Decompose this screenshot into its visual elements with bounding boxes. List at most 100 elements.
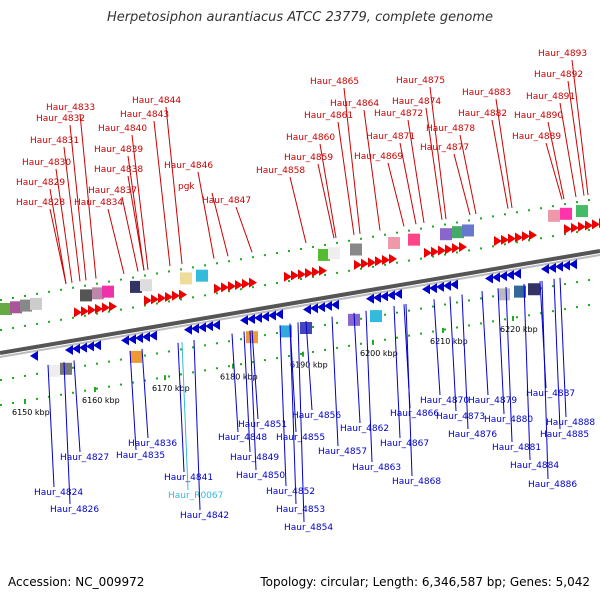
gene-label-top: Haur_4830 xyxy=(22,158,71,168)
track-dot xyxy=(108,360,110,363)
gene-label-top: Haur_4859 xyxy=(284,153,333,163)
track-dot xyxy=(528,314,530,317)
track-dot xyxy=(420,332,422,335)
plus-arrow xyxy=(172,290,180,301)
scale-tick xyxy=(24,398,26,404)
gene-leader-top xyxy=(343,87,361,234)
minus-arrow xyxy=(492,272,500,283)
track-dot xyxy=(216,262,218,265)
plus-arrow xyxy=(305,268,313,279)
track-dot xyxy=(300,278,302,280)
track-dot xyxy=(12,376,14,379)
track-dot xyxy=(12,401,14,404)
plus-arrow xyxy=(585,220,593,231)
scale-label: 6210 kbp xyxy=(430,337,468,346)
track-dot xyxy=(324,243,326,246)
minus-arrow xyxy=(387,290,395,301)
gene-label-bottom: Haur_4854 xyxy=(284,523,333,533)
track-dot xyxy=(228,260,230,263)
minus-arrow xyxy=(380,291,388,302)
minus-arrow xyxy=(541,264,549,275)
track-dot xyxy=(240,288,242,291)
track-dot xyxy=(504,318,506,321)
gene-leader-bottom xyxy=(249,330,257,471)
gene-label-bottom: Haur_4826 xyxy=(50,505,99,515)
gene-label-bottom: Haur_4824 xyxy=(34,488,83,498)
gene-label-bottom: Haur_R0067 xyxy=(168,491,223,501)
minus-arrow xyxy=(191,323,199,334)
track-dot xyxy=(384,233,386,236)
gene-leader-top xyxy=(317,163,335,239)
scale-label: 6180 kbp xyxy=(220,373,258,382)
scale-tick xyxy=(372,339,374,345)
track-dot xyxy=(456,221,458,224)
gene-leader-top xyxy=(107,208,125,275)
gene-leader-bottom xyxy=(449,296,457,412)
track-dot xyxy=(384,338,386,341)
track-dot xyxy=(12,296,14,299)
gene-leader-top xyxy=(197,171,215,259)
gene-label-top: Haur_4837 xyxy=(88,186,137,196)
minus-arrow xyxy=(303,304,311,315)
genome-backbone xyxy=(0,249,600,355)
plus-arrow xyxy=(375,256,383,267)
scale-label: 6160 kbp xyxy=(82,396,120,405)
track-dot xyxy=(252,361,254,364)
feature-block-top xyxy=(388,237,400,250)
track-dot xyxy=(204,344,206,347)
feature-block-bottom xyxy=(130,350,142,363)
minus-arrow xyxy=(429,283,437,294)
track-dot xyxy=(552,310,554,313)
gene-label-bottom: Haur_4857 xyxy=(318,447,367,457)
track-dot xyxy=(552,235,554,238)
scale-label: 6170 kbp xyxy=(152,384,190,393)
track-dot xyxy=(588,229,590,232)
plus-arrow xyxy=(109,301,117,312)
feature-block-top xyxy=(20,299,32,312)
gene-label-bottom: Haur_4850 xyxy=(236,471,285,481)
scale-tick xyxy=(512,316,514,321)
track-dot xyxy=(504,243,506,246)
gene-leader-top xyxy=(153,120,171,267)
gene-leader-top xyxy=(211,192,229,257)
gene-leader-bottom xyxy=(541,280,549,480)
track-dot xyxy=(192,371,194,374)
plus-arrow xyxy=(354,259,362,270)
gene-label-bottom: Haur_4849 xyxy=(230,453,279,463)
track-dot xyxy=(84,284,86,287)
track-dot xyxy=(204,294,206,297)
gene-label-top: Haur_4875 xyxy=(396,76,445,86)
plus-arrow xyxy=(389,253,397,264)
minus-arrow xyxy=(275,309,283,320)
gene-label-bottom: Haur_4835 xyxy=(116,451,165,461)
minus-arrow xyxy=(443,280,451,291)
minus-arrow xyxy=(240,315,248,326)
plus-arrow xyxy=(522,231,530,242)
plus-arrow xyxy=(592,219,600,230)
gene-leader-top xyxy=(131,134,149,270)
minus-arrow xyxy=(562,260,570,271)
minus-arrow xyxy=(548,262,556,273)
gene-label-top: Haur_4860 xyxy=(286,133,335,143)
track-dot xyxy=(264,284,266,287)
minus-arrow xyxy=(184,324,192,335)
track-dot xyxy=(444,253,446,256)
feature-block-top xyxy=(440,228,452,241)
track-dot xyxy=(312,325,314,328)
minus-arrow xyxy=(135,333,143,344)
gene-label-bottom: Haur_4873 xyxy=(436,412,485,422)
scale-label: 6150 kbp xyxy=(12,408,50,417)
gene-label-top: Haur_4844 xyxy=(132,96,181,106)
plus-arrow xyxy=(494,236,502,247)
scale-tick xyxy=(302,351,304,357)
gene-label-bottom: Haur_4881 xyxy=(492,443,541,453)
feature-block-top xyxy=(452,226,464,239)
gene-leader-bottom xyxy=(243,331,251,453)
gene-leader-bottom xyxy=(461,294,469,430)
gene-leader-bottom xyxy=(63,362,71,505)
track-dot xyxy=(132,306,134,309)
track-dot xyxy=(120,383,122,386)
track-dot xyxy=(96,282,98,285)
minus-arrow xyxy=(436,281,444,292)
minus-arrow xyxy=(394,289,402,300)
